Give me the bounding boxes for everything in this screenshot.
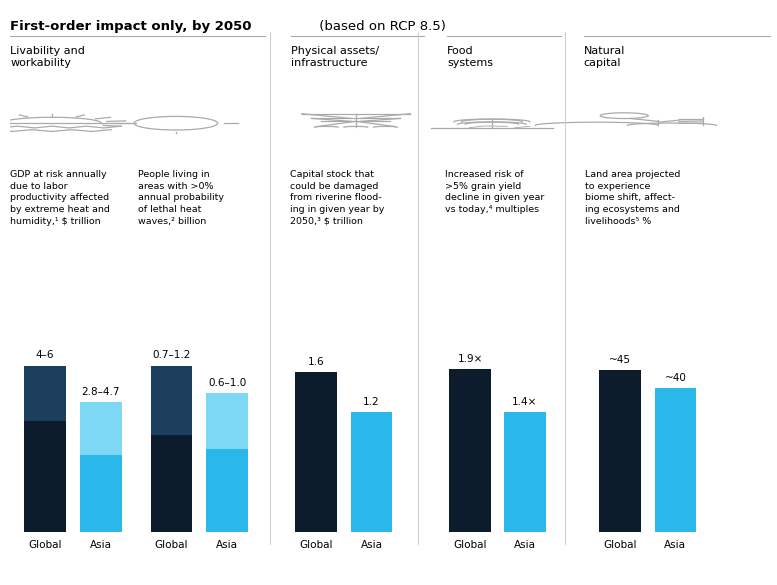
Text: (based on RCP 8.5): (based on RCP 8.5) <box>315 20 445 33</box>
Text: 4–6: 4–6 <box>36 350 54 360</box>
Bar <box>24 366 65 421</box>
Text: Natural
capital: Natural capital <box>584 46 625 68</box>
Text: Global: Global <box>454 541 487 550</box>
Text: Asia: Asia <box>361 541 382 550</box>
Text: First-order impact only, by 2050: First-order impact only, by 2050 <box>10 20 252 33</box>
Text: Asia: Asia <box>514 541 536 550</box>
Text: Asia: Asia <box>664 541 686 550</box>
Text: 0.7–1.2: 0.7–1.2 <box>152 350 191 360</box>
Bar <box>24 421 65 532</box>
Text: 1.6: 1.6 <box>308 356 324 367</box>
Text: 0.6–1.0: 0.6–1.0 <box>208 378 246 388</box>
Text: Capital stock that
could be damaged
from riverine flood-
ing in given year by
20: Capital stock that could be damaged from… <box>290 170 384 226</box>
Text: Global: Global <box>603 541 636 550</box>
Text: ~40: ~40 <box>664 373 686 383</box>
Text: Global: Global <box>155 541 188 550</box>
Bar <box>599 370 641 532</box>
Bar <box>80 455 122 532</box>
Bar <box>206 449 248 532</box>
Bar <box>350 412 392 532</box>
Text: Global: Global <box>299 541 333 550</box>
Text: Land area projected
to experience
biome shift, affect-
ing ecosystems and
liveli: Land area projected to experience biome … <box>585 170 681 226</box>
Bar <box>654 388 696 532</box>
Text: 2.8–4.7: 2.8–4.7 <box>82 387 120 397</box>
Text: ~45: ~45 <box>609 355 631 364</box>
Text: Physical assets/
infrastructure: Physical assets/ infrastructure <box>291 46 379 68</box>
Bar <box>206 393 248 449</box>
Text: Asia: Asia <box>216 541 238 550</box>
Bar <box>151 366 193 435</box>
Bar <box>151 435 193 532</box>
Text: Global: Global <box>28 541 61 550</box>
Bar <box>449 369 491 532</box>
Text: People living in
areas with >0%
annual probability
of lethal heat
waves,² billio: People living in areas with >0% annual p… <box>138 170 224 226</box>
Text: Food
systems: Food systems <box>447 46 493 68</box>
Text: Increased risk of
>5% grain yield
decline in given year
vs today,⁴ multiples: Increased risk of >5% grain yield declin… <box>444 170 544 214</box>
Text: Livability and
workability: Livability and workability <box>10 46 85 68</box>
Bar <box>504 412 545 532</box>
Text: 1.2: 1.2 <box>363 397 380 407</box>
Text: 1.9×: 1.9× <box>458 354 483 364</box>
Bar <box>80 402 122 455</box>
Text: 1.4×: 1.4× <box>512 397 538 407</box>
Text: Asia: Asia <box>90 541 112 550</box>
Bar <box>295 371 337 532</box>
Text: GDP at risk annually
due to labor
productivity affected
by extreme heat and
humi: GDP at risk annually due to labor produc… <box>10 170 110 226</box>
